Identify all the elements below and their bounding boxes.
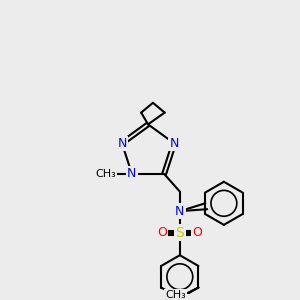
Text: CH₃: CH₃ — [166, 290, 186, 300]
Text: N: N — [169, 137, 179, 150]
Text: S: S — [176, 226, 184, 240]
Text: N: N — [175, 205, 184, 218]
Text: N: N — [127, 167, 136, 180]
Text: O: O — [193, 226, 202, 239]
Text: N: N — [117, 137, 127, 150]
Text: CH₃: CH₃ — [95, 169, 116, 179]
Text: O: O — [157, 226, 167, 239]
